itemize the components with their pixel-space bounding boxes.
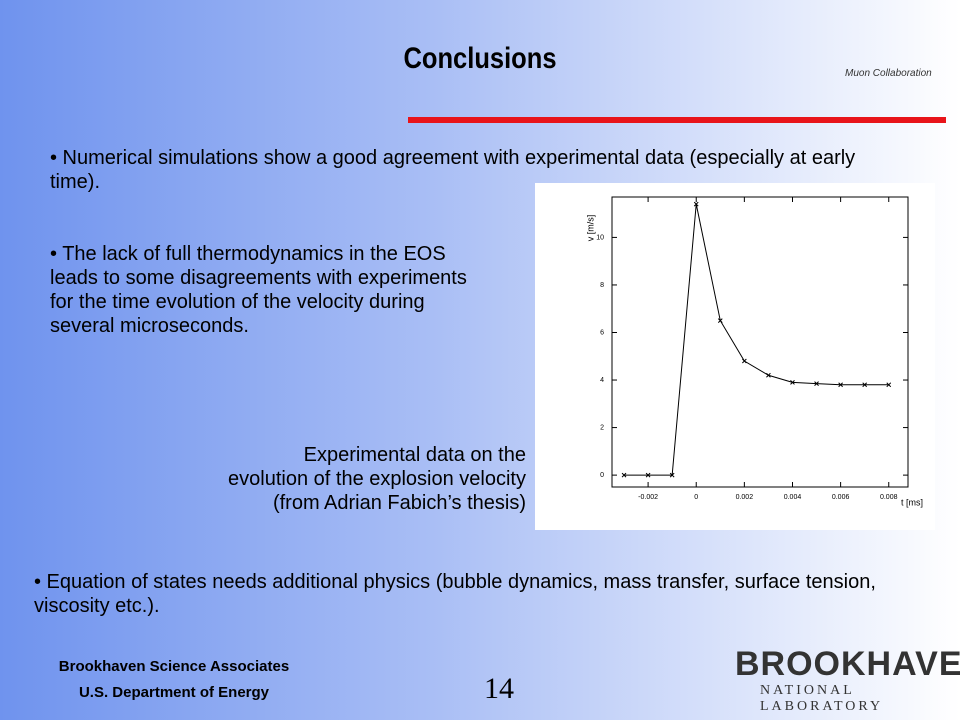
caption-line: (from Adrian Fabich’s thesis) [272, 492, 526, 514]
data-line [624, 204, 889, 476]
x-tick-label: 0.006 [832, 494, 850, 501]
bullet: • Numerical simulations show a good agre… [50, 147, 856, 193]
x-tick-label: 0 [694, 494, 698, 501]
data-point [621, 472, 627, 478]
y-tick-label: 2 [600, 424, 604, 431]
y-axis-label: v [m/s] [585, 215, 595, 242]
y-tick-label: 10 [596, 234, 604, 241]
slide-title: Conclusions [403, 42, 557, 75]
data-point [742, 358, 747, 364]
data-point [790, 380, 795, 385]
lab-logo-sub: NATIONAL LABORATORY [760, 683, 884, 714]
y-tick-label: 4 [600, 377, 604, 384]
plot-frame [611, 196, 909, 488]
x-tick-label: 0.008 [880, 494, 898, 501]
y-tick-label: 8 [600, 282, 604, 289]
bullet: • Equation of states needs additional ph… [34, 571, 876, 617]
x-axis-label: t [ms] [901, 497, 923, 507]
caption: Experimental data on the evolution of th… [228, 443, 526, 515]
y-tick-label: 6 [600, 329, 604, 336]
data-point [669, 472, 675, 478]
data-point [886, 382, 892, 388]
collaboration-logo: Muon Collaboration [845, 68, 932, 79]
chart: t [ms] v [m/s] 0 2 4 6 8 10 -0.002 0 0.002 0.004 0… [535, 183, 935, 530]
bullet: • The lack of full thermodynamics in the… [50, 243, 467, 337]
data-point [838, 382, 843, 388]
title-rule [408, 117, 946, 123]
x-tick-label: 0.004 [784, 494, 802, 501]
data-point [814, 381, 819, 386]
data-point [693, 201, 699, 207]
x-tick-label: -0.002 [638, 494, 658, 501]
data-point [862, 382, 868, 388]
data-point [717, 318, 723, 323]
footer-org: Brookhaven Science Associates [58, 658, 290, 675]
y-tick-label: 0 [600, 472, 604, 479]
data-point [766, 372, 771, 378]
footer-dept: U.S. Department of Energy [78, 684, 270, 701]
caption-line: Experimental data on the [303, 444, 526, 466]
page-number: 14 [484, 672, 514, 705]
caption-line: evolution of the explosion velocity [228, 468, 526, 490]
x-tick-label: 0.002 [736, 494, 754, 501]
data-point [645, 472, 651, 478]
